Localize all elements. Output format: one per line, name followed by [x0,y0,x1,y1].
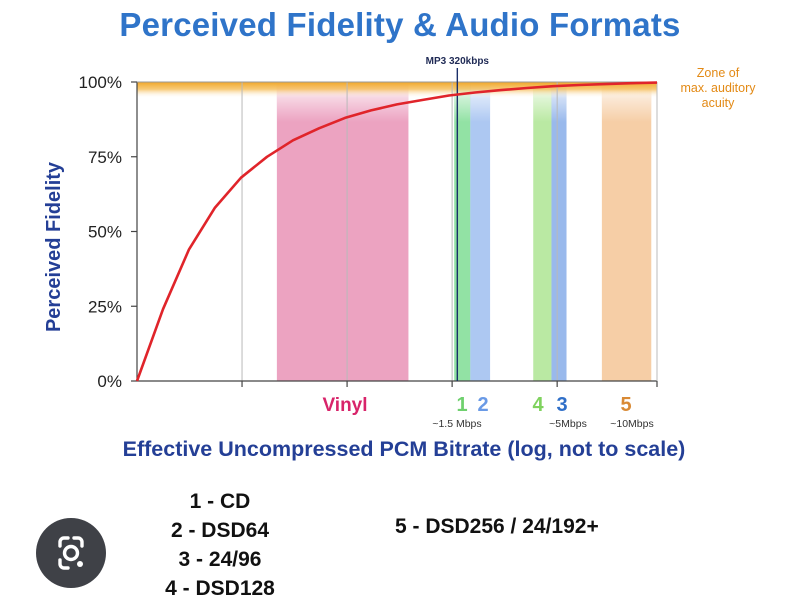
legend-list: 1 - CD 2 - DSD64 3 - 24/96 4 - DSD128 [120,487,320,603]
top-zone-band [137,82,657,98]
zone-label-line-0: Zone of [697,66,740,80]
band-3 [551,82,567,381]
google-lens-icon [58,536,84,570]
band-sub-label-3: ~5Mbps [549,418,587,430]
page-title: Perceived Fidelity & Audio Formats [119,6,681,43]
band-5 [601,82,652,381]
axes: 0% 25% 50% 75% 100% [79,68,658,391]
zone-label-line-1: max. auditory [680,81,756,95]
band-1 [454,82,471,381]
y-tick-label-3: 75% [88,148,122,167]
y-tick-label-1: 25% [88,297,122,316]
legend-item-2: 2 - DSD64 [170,519,270,542]
zone-label-line-2: acuity [702,96,735,110]
legend-item-1: 1 - CD [189,490,251,513]
format-bands [276,82,652,381]
band-label-2: 2 [477,394,488,416]
band-label-3: 3 [556,394,567,416]
mp3-marker-label: MP3 320kbps [426,56,490,67]
band-label-vinyl: Vinyl [322,395,367,416]
band-sub-label-5: ~10Mbps [610,418,654,430]
legend-item-3: 3 - 24/96 [178,548,262,571]
band-label-4: 4 [532,394,544,416]
y-axis-title: Perceived Fidelity [43,161,65,332]
y-tick-label-2: 50% [88,223,122,242]
band-sub-label-1: ~1.5 Mbps [432,418,481,430]
legend-item-4: 4 - DSD128 [165,577,275,600]
band-vinyl [276,82,409,381]
y-tick-label-4: 100% [79,73,122,92]
band-label-1: 1 [456,394,467,416]
y-tick-label-0: 0% [97,372,122,391]
band-label-5: 5 [620,394,631,416]
legend-item-5: 5 - DSD256 / 24/192+ [395,515,599,538]
fidelity-curve-group [135,81,658,382]
fidelity-curve [135,81,658,382]
band-2 [470,82,491,381]
max-acuity-zone [137,82,657,98]
x-axis-title: Effective Uncompressed PCM Bitrate (log,… [123,437,686,461]
band-4 [533,82,552,381]
google-lens-button[interactable] [36,518,106,588]
